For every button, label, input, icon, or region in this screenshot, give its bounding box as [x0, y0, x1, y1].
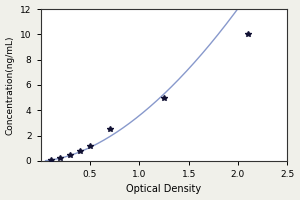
X-axis label: Optical Density: Optical Density	[126, 184, 202, 194]
Y-axis label: Concentration(ng/mL): Concentration(ng/mL)	[6, 35, 15, 135]
